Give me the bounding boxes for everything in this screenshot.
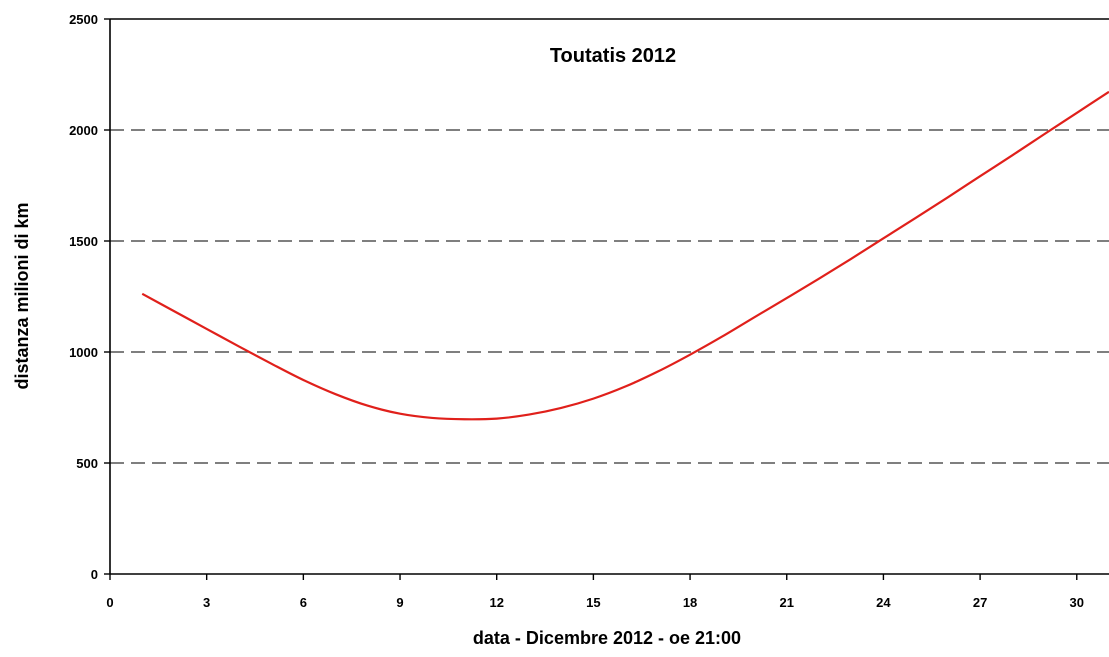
series-group bbox=[141, 90, 1109, 421]
x-tick-label: 6 bbox=[300, 595, 307, 610]
y-tick-label: 1000 bbox=[69, 345, 98, 360]
x-tick-label: 18 bbox=[683, 595, 697, 610]
y-axis-title: distanza milioni di km bbox=[12, 202, 32, 389]
y-tick-label: 2000 bbox=[69, 123, 98, 138]
axes bbox=[109, 18, 1109, 575]
y-tick-label: 0 bbox=[91, 567, 98, 582]
x-tick-label: 9 bbox=[396, 595, 403, 610]
chart-title: Toutatis 2012 bbox=[550, 45, 676, 67]
x-tick-label: 30 bbox=[1070, 595, 1084, 610]
x-tick-label: 27 bbox=[973, 595, 987, 610]
y-tick-label: 500 bbox=[76, 456, 98, 471]
y-tick-label: 2500 bbox=[69, 12, 98, 27]
x-axis-ticks: 0 3 6 9 12 15 18 21 24 27 30 bbox=[106, 574, 1084, 610]
x-tick-label: 15 bbox=[586, 595, 600, 610]
x-tick-label: 0 bbox=[106, 595, 113, 610]
y-axis-ticks: 0 500 1000 1500 2000 2500 bbox=[69, 12, 110, 582]
x-tick-label: 21 bbox=[780, 595, 794, 610]
x-tick-label: 12 bbox=[489, 595, 503, 610]
x-tick-label: 3 bbox=[203, 595, 210, 610]
y-tick-label: 1500 bbox=[69, 234, 98, 249]
grid-lines bbox=[110, 129, 1109, 464]
series-line-0 bbox=[141, 90, 1109, 421]
x-axis-title: data - Dicembre 2012 - oe 21:00 bbox=[473, 628, 741, 648]
x-tick-label: 24 bbox=[876, 595, 891, 610]
